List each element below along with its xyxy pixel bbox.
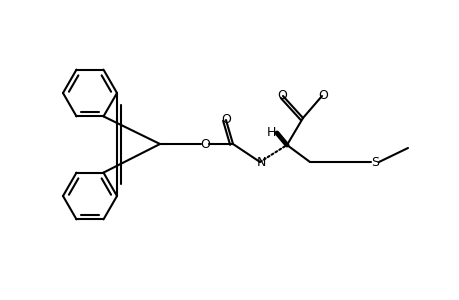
Text: N: N	[256, 155, 265, 169]
Text: O: O	[221, 112, 230, 125]
Text: O: O	[276, 88, 286, 101]
Text: H: H	[266, 125, 275, 139]
Text: O: O	[317, 88, 327, 101]
Text: O: O	[200, 137, 209, 151]
Text: S: S	[370, 155, 378, 169]
